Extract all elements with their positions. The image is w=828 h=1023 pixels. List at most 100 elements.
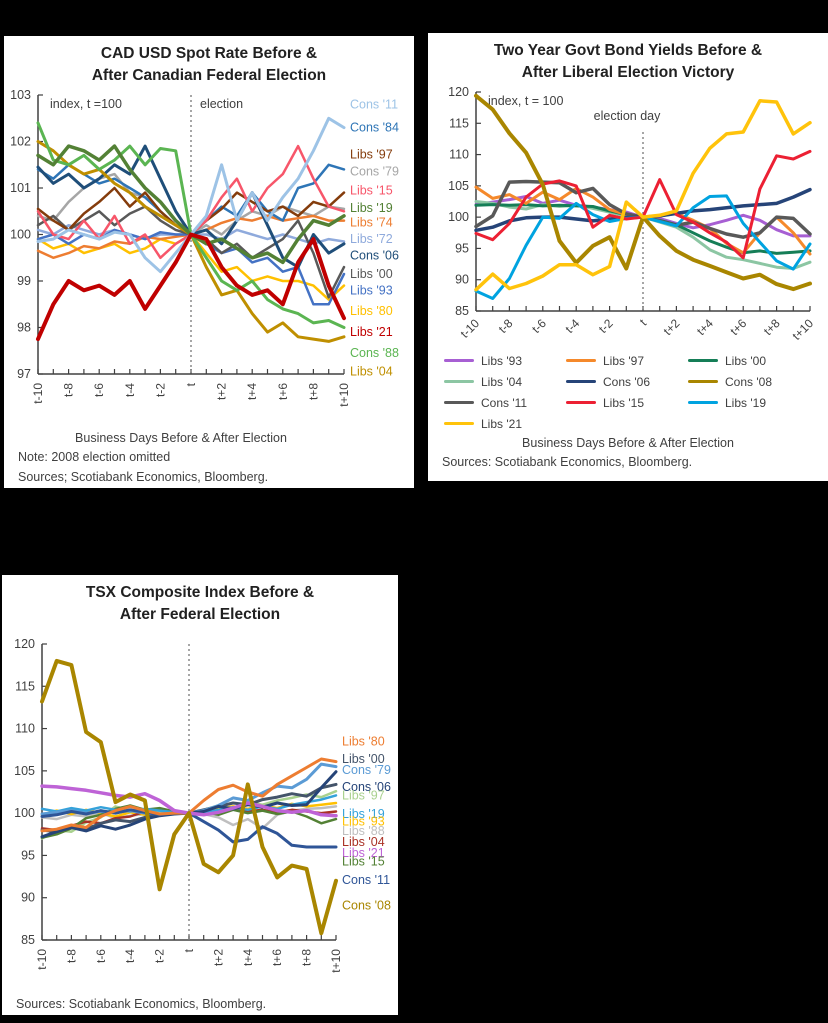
series-label-libs-97: Libs '97 [342, 788, 385, 802]
series-label-cons-11: Cons '11 [350, 97, 398, 111]
legend-swatch [566, 379, 596, 384]
y-tick-label: 120 [14, 637, 35, 651]
y-tick-label: 102 [10, 135, 31, 149]
series-label-cons-06: Cons '06 [350, 248, 399, 262]
legend-label: Libs '00 [725, 353, 766, 368]
y-tick-label: 95 [455, 241, 469, 255]
y-tick-label: 115 [449, 116, 469, 130]
x-tick-label: t+4 [241, 949, 255, 966]
x-tick-label: t+2 [211, 949, 225, 966]
series-label-cons-84: Cons '84 [350, 121, 399, 135]
y-tick-label: 100 [448, 210, 469, 224]
annotation-index-t100: index, t = 100 [488, 94, 563, 108]
x-tick-label: t+2 [215, 383, 229, 400]
annotation-election: election day [594, 109, 661, 123]
series-label-cons-06: Cons '06 [342, 780, 391, 794]
x-tick-label: t-8 [64, 949, 78, 963]
x-tick-label: t-6 [92, 383, 106, 397]
series-label-cons-11: Cons '11 [342, 873, 390, 887]
x-tick-label: t+6 [270, 949, 284, 966]
legend-swatch [444, 358, 474, 363]
series-label-libs-15: Libs '15 [350, 183, 393, 197]
series-label-libs-15: Libs '15 [342, 854, 385, 868]
series-label-libs-88: Libs '88 [342, 824, 385, 838]
x-tick-label: t [184, 382, 198, 386]
x-tick-label: t-2 [153, 949, 167, 963]
y-tick-label: 97 [17, 367, 31, 381]
y-tick-label: 95 [21, 848, 35, 862]
sources-text: Sources; Scotiabank Economics, Bloomberg… [18, 470, 269, 484]
x-tick-label: t-8 [496, 316, 516, 336]
legend-swatch [688, 400, 718, 405]
chart-card-tsx-composite: TSX Composite Index Before & After Feder… [2, 575, 398, 1015]
y-tick-label: 99 [17, 274, 31, 288]
x-tick-label: t-4 [123, 383, 137, 397]
x-tick-label: t-10 [31, 383, 45, 404]
line-chart-bond-yields: 85 90 95 100 105 110 115 120 t-10 t-8 t-6 t-4 t-2 t t+… [448, 85, 816, 343]
legend-swatch [566, 358, 596, 363]
legend-label: Libs '15 [603, 395, 644, 410]
xaxis-title: Business Days Before & After Election [522, 436, 734, 450]
x-tick-label: t-10 [458, 316, 483, 341]
legend-label: Libs '93 [481, 353, 522, 368]
series-line-libs-21 [474, 99, 812, 292]
chart-card-bond-yields: Two Year Govt Bond Yields Before & After… [428, 33, 828, 481]
legend-item-libs-93: Libs '93 [444, 350, 566, 371]
y-tick-label: 85 [21, 933, 35, 947]
series-label-libs-04: Libs '04 [350, 365, 393, 379]
y-tick-label: 90 [455, 273, 469, 287]
chart-card-cad-usd-spot-rate: CAD USD Spot Rate Before & After Canadia… [4, 36, 414, 488]
series-label-libs-93: Libs '93 [350, 283, 393, 297]
xaxis-title: Business Days Before & After Election [75, 431, 287, 445]
y-tick-label: 85 [455, 304, 469, 318]
x-tick-label: t [182, 948, 196, 952]
x-tick-label: t+4 [245, 383, 259, 400]
x-tick-label: t-2 [153, 383, 167, 397]
y-tick-label: 90 [21, 891, 35, 905]
x-tick-label: t+8 [306, 383, 320, 400]
legend-swatch [688, 379, 718, 384]
y-tick-label: 100 [14, 806, 35, 820]
x-tick-label: t-6 [529, 316, 549, 336]
y-tick-label: 100 [10, 228, 31, 242]
y-tick-label: 105 [14, 764, 35, 778]
legend-label: Cons '08 [725, 374, 772, 389]
x-tick-label: t+10 [329, 949, 343, 973]
series-label-libs-93: Libs '93 [342, 815, 385, 829]
series-label-cons-79: Cons '79 [342, 763, 391, 777]
legend-item-cons-08: Cons '08 [688, 371, 810, 392]
legend: Libs '93 Libs '97 Libs '00 Libs '04 Cons '06… [428, 346, 828, 434]
series-label-libs-21: Libs '21 [342, 846, 385, 860]
x-tick-label: t-2 [596, 316, 616, 336]
line-chart-cad-usd: 97 98 99 100 101 102 103 t-10 t-8 t-6 t-4 t-2 t t+2 t+… [10, 88, 399, 407]
y-tick-label: 98 [17, 321, 31, 335]
legend-item-cons-06: Cons '06 [566, 371, 688, 392]
series-line-libs-21 [36, 232, 346, 342]
legend-item-libs-21: Libs '21 [444, 413, 566, 434]
x-tick-label: t+8 [761, 316, 783, 338]
legend-swatch [444, 421, 474, 426]
x-tick-label: t-10 [35, 949, 49, 970]
series-label-libs-00: Libs '00 [350, 267, 393, 281]
series-label-libs-19: Libs '19 [350, 201, 393, 215]
legend-label: Cons '11 [481, 395, 528, 410]
y-tick-label: 120 [448, 85, 469, 99]
legend-swatch [566, 400, 596, 405]
x-tick-label: t+6 [276, 383, 290, 400]
legend-label: Libs '21 [481, 416, 522, 431]
annotation-election: election [200, 97, 243, 111]
series-label-libs-80: Libs '80 [342, 734, 385, 748]
series-label-libs-04: Libs '04 [342, 835, 385, 849]
x-tick-label: t-4 [123, 949, 137, 963]
x-tick-label: t-4 [563, 316, 583, 336]
legend-item-libs-04: Libs '04 [444, 371, 566, 392]
series-label-libs-97: Libs '97 [350, 148, 393, 162]
chart-title: TSX Composite Index Before & After Feder… [85, 584, 315, 623]
line-chart-tsx: 85 90 95 100 105 110 115 120 t-10 t-8 t-6 t-4 t-2 t t+… [14, 637, 391, 973]
x-tick-label: t+4 [694, 316, 716, 338]
legend-swatch [444, 379, 474, 384]
sources-text: Sources: Scotiabank Economics, Bloomberg… [442, 455, 693, 469]
series-label-libs-21: Libs '21 [350, 325, 393, 339]
y-tick-label: 115 [15, 679, 35, 693]
